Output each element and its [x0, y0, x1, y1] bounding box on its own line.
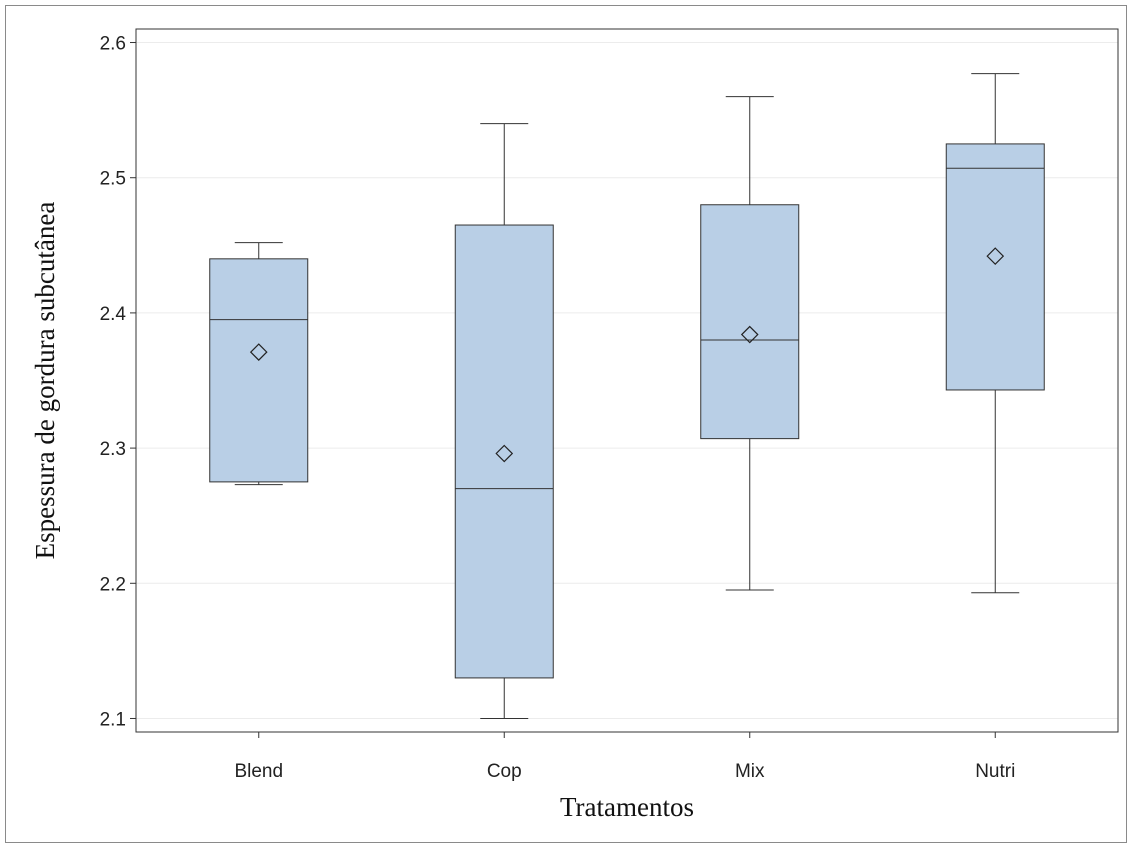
- x-tick-label: Cop: [487, 761, 522, 782]
- chart-frame: [5, 5, 1127, 843]
- y-axis-ticks: 2.1 2.2 2.3 2.4 2.5 2.6: [100, 34, 136, 730]
- y-tick-label: 2.6: [100, 34, 126, 55]
- iqr-box: [945, 143, 1045, 391]
- x-axis-title: Tratamentos: [560, 792, 694, 822]
- y-tick-label: 2.4: [100, 304, 127, 325]
- x-tick-label: Blend: [234, 761, 283, 782]
- iqr-box: [209, 258, 309, 483]
- plot-area: [135, 28, 1119, 733]
- y-tick-label: 2.3: [100, 439, 126, 460]
- mean-marker: [986, 247, 1005, 265]
- mean-marker: [249, 343, 268, 361]
- mean-marker: [740, 325, 759, 344]
- y-tick-label: 2.2: [100, 574, 126, 595]
- y-tick-label: 2.5: [100, 169, 126, 190]
- iqr-box: [700, 204, 800, 440]
- y-axis-title: Espessura de gordura subcutânea: [30, 202, 60, 560]
- box-mix: [700, 96, 800, 591]
- box-marks: [209, 73, 1045, 719]
- x-tick-label: Nutri: [975, 761, 1015, 782]
- box-nutri: [945, 73, 1045, 594]
- iqr-box: [454, 224, 554, 679]
- mean-marker: [495, 444, 514, 463]
- x-tick-label: Mix: [735, 761, 765, 782]
- box-cop: [454, 123, 554, 719]
- x-axis-ticks: Blend Cop Mix Nutri: [234, 732, 1015, 782]
- box-blend: [209, 242, 309, 486]
- y-tick-label: 2.1: [100, 709, 126, 730]
